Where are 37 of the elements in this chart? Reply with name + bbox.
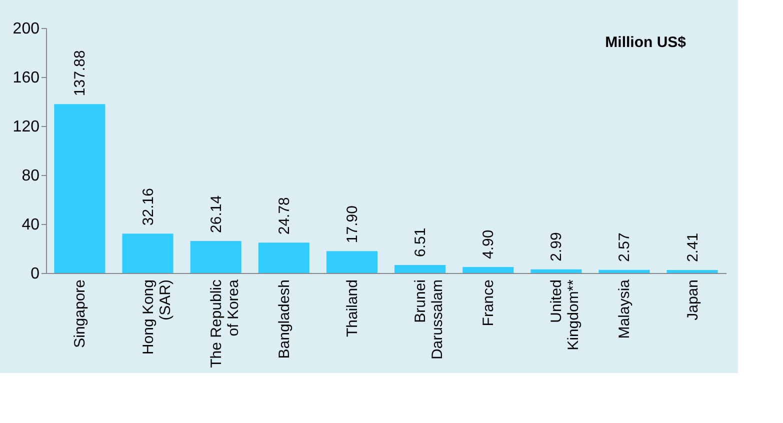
data-label: 137.88 (72, 50, 89, 96)
bar (190, 240, 242, 273)
y-tick-label: 200 (12, 20, 40, 38)
data-label: 24.78 (276, 197, 293, 235)
bar (258, 242, 310, 273)
x-tick-label: Hong Kong (SAR) (140, 280, 174, 355)
x-tick-label: Japan (684, 280, 702, 320)
x-tick-label: United Kingdom** (548, 279, 582, 350)
bar (326, 251, 378, 273)
x-tick-label: Malaysia (616, 278, 634, 339)
data-label: 32.16 (140, 188, 157, 226)
bar (462, 267, 514, 273)
data-label: 2.57 (616, 232, 634, 262)
data-label: 6.51 (412, 228, 430, 258)
y-tick-label: 40 (22, 216, 40, 234)
y-tick-label: 80 (22, 168, 40, 184)
x-tick-label: Bangladesh (276, 280, 293, 359)
data-label: 26.14 (208, 195, 225, 233)
data-label: 2.41 (684, 232, 702, 262)
bar (530, 269, 582, 273)
y-tick-label: 160 (12, 70, 40, 86)
x-tick-label: The Republic of Korea (208, 278, 242, 368)
y-tick-label: 120 (12, 118, 40, 136)
bar (394, 265, 446, 273)
x-tick-label: Singapore (72, 280, 89, 348)
x-tick-label: France (480, 280, 498, 326)
data-label: 2.99 (548, 232, 566, 262)
y-tick-label: 0 (30, 266, 40, 282)
data-label: 17.90 (344, 206, 361, 244)
data-label: 4.90 (480, 230, 498, 259)
annotation: Million US$ (605, 34, 687, 51)
bar (666, 270, 718, 273)
bar (598, 270, 650, 273)
bar (122, 234, 174, 273)
x-tick-label: Brunei Darussalam (412, 280, 446, 360)
bar (54, 104, 106, 273)
x-tick-label: Thailand (344, 280, 361, 338)
